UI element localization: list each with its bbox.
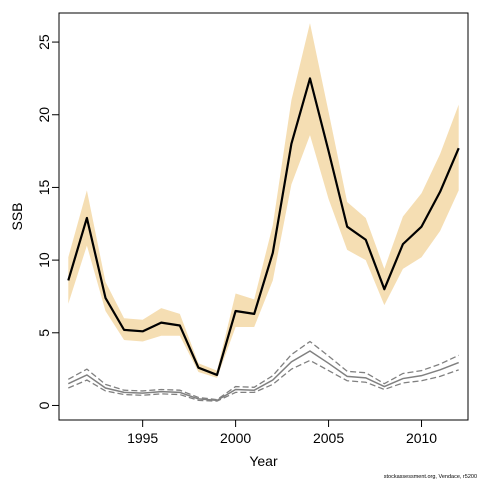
x-tick-label: 2010 [406,430,437,446]
ssb-confidence-band [68,23,459,378]
y-tick-label: 0 [36,401,52,409]
y-tick-label: 10 [36,252,52,268]
credit-text: stockassessment.org, Vendace, r5200 [384,474,477,480]
x-tick-label: 2000 [220,430,251,446]
reference-line [67,350,459,402]
axes-layer: 1995 2000 2005 2010 0 5 10 15 20 25 [36,34,437,446]
x-tick-label: 2005 [313,430,344,446]
series-lines-layer [67,77,460,402]
y-tick-label: 25 [36,34,52,50]
x-axis-title: Year [249,453,278,469]
y-tick-label: 5 [36,329,52,337]
y-tick-label: 20 [36,107,52,123]
ssb-estimate-line [67,77,460,377]
y-axis-title: SSB [9,202,25,230]
confidence-band-layer [68,23,459,378]
x-tick-label: 1995 [127,430,158,446]
reference-lower-line [68,359,459,402]
reference-upper-line [67,340,459,401]
y-tick-label: 15 [36,179,52,195]
